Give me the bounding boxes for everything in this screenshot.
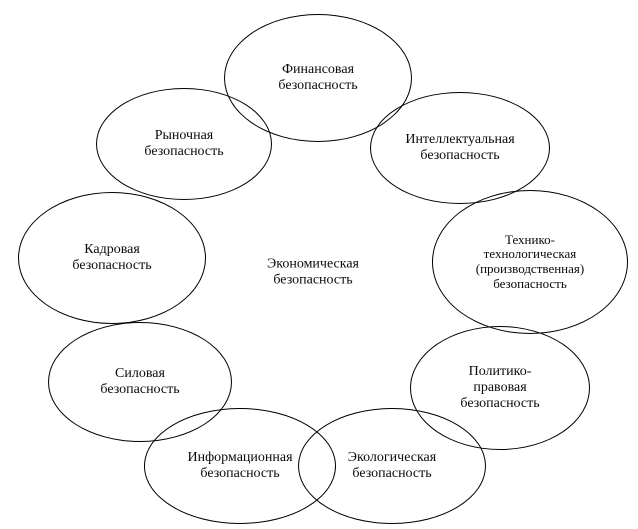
node-political-label: Политико- правовая безопасность (454, 364, 545, 411)
node-tech: Технико- технологическая (производственн… (432, 190, 628, 334)
diagram-canvas: Финансовая безопасность Интеллектуальная … (0, 0, 638, 529)
node-personnel: Кадровая безопасность (18, 192, 206, 324)
node-market-label: Рыночная безопасность (138, 128, 229, 159)
node-ecological-label: Экологическая безопасность (342, 450, 442, 481)
node-force-label: Силовая безопасность (94, 366, 185, 397)
node-financial-label: Финансовая безопасность (272, 62, 363, 93)
node-intellectual-label: Интеллектуальная безопасность (399, 132, 520, 163)
node-tech-label: Технико- технологическая (производственн… (470, 233, 590, 291)
node-information-label: Информационная безопасность (181, 450, 298, 481)
node-market: Рыночная безопасность (96, 88, 272, 200)
center-label: Экономическая безопасность (267, 256, 359, 287)
node-personnel-label: Кадровая безопасность (66, 242, 157, 273)
node-force: Силовая безопасность (48, 322, 232, 442)
node-intellectual: Интеллектуальная безопасность (370, 92, 550, 204)
